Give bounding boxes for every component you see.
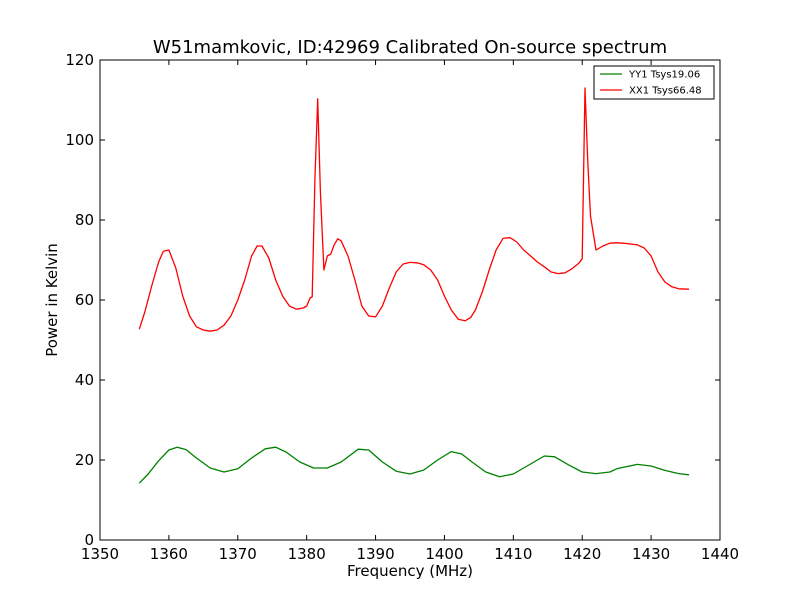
x-tick-label: 1440 (701, 545, 739, 563)
x-tick-label: 1360 (150, 545, 188, 563)
y-tick-label: 0 (84, 531, 94, 549)
x-tick-label: 1380 (288, 545, 326, 563)
legend-label-yy1: YY1 Tsys19.06 (628, 70, 700, 81)
x-axis-label: Frequency (MHz) (347, 562, 473, 580)
x-tick-label: 1390 (356, 545, 394, 563)
y-tick-label: 100 (65, 131, 94, 149)
x-tick-label: 1430 (632, 545, 670, 563)
y-tick-label: 20 (75, 451, 94, 469)
y-tick-label: 60 (75, 291, 94, 309)
series-line-yy1 (138, 446, 690, 484)
plot-area (100, 60, 720, 540)
x-tick-label: 1400 (425, 545, 463, 563)
series-layer (138, 87, 690, 484)
y-axis: 0 20 40 60 80 100 120 (65, 51, 720, 549)
y-tick-label: 40 (75, 371, 94, 389)
x-tick-label: 1420 (563, 545, 601, 563)
legend: YY1 Tsys19.06 XX1 Tsys66.48 (593, 65, 715, 100)
x-tick-label: 1410 (494, 545, 532, 563)
x-tick-label: 1370 (219, 545, 257, 563)
series-line-xx1 (138, 87, 690, 332)
legend-box (593, 65, 715, 100)
y-axis-label: Power in Kelvin (43, 243, 61, 357)
chart-title: W51mamkovic, ID:42969 Calibrated On-sour… (153, 37, 667, 58)
y-tick-label: 120 (65, 51, 94, 69)
legend-label-xx1: XX1 Tsys66.48 (629, 86, 702, 97)
x-tick-label: 1350 (81, 545, 119, 563)
x-axis: 1350 1360 1370 1380 1390 1400 1410 1420 1430 1440 (81, 60, 739, 563)
y-tick-label: 80 (75, 211, 94, 229)
